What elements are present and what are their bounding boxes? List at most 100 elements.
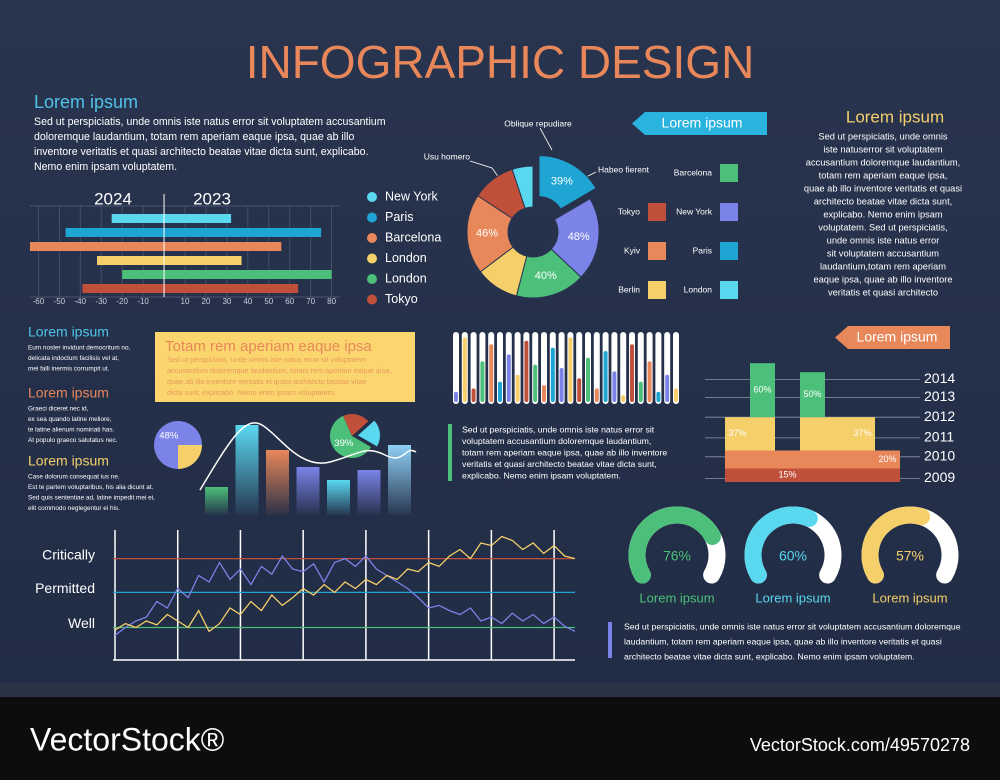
bar	[164, 214, 232, 223]
value-label: 15%	[778, 470, 796, 480]
gauge-caption: Lorem ipsum	[872, 590, 947, 605]
value-label: 39%	[334, 438, 354, 449]
brand: VectorStock®	[30, 721, 225, 757]
heading: Lorem ipsum	[28, 385, 109, 401]
tag-shape	[835, 326, 950, 349]
bar-segment	[850, 450, 875, 469]
paragraph-line: explicabo. Nemo enim ipsam voluptatem.	[462, 470, 621, 480]
legend-label: Tokyo	[385, 292, 418, 306]
pie-slice	[538, 155, 597, 210]
paragraph-line: Sed ut perspiciatis, unde omnis	[818, 131, 948, 141]
heading: Lorem ipsum	[28, 453, 109, 469]
callout-line	[539, 127, 553, 151]
category-label: 2023	[193, 189, 231, 208]
progress-fill	[471, 388, 476, 402]
paragraph-line: mei falli inermis corrumpit ut.	[28, 366, 110, 373]
tag-label: Lorem ipsum	[857, 329, 938, 345]
bar	[164, 270, 332, 279]
x-tick-label: -20	[116, 297, 128, 306]
paragraph-line: te latine alienum nominati has.	[28, 427, 115, 434]
legend-marker	[367, 233, 377, 243]
value-label: 76%	[663, 548, 691, 564]
paragraph-line: quae ab illo inventore veritatis et quas…	[167, 377, 367, 386]
progress-track	[453, 332, 459, 404]
pie-slice	[343, 413, 369, 436]
paragraph-line: accusantium doloremque laudantium, totam…	[167, 366, 391, 375]
progress-fill	[559, 368, 564, 402]
accent-bar	[448, 424, 452, 481]
progress-fill	[674, 388, 678, 402]
x-tick-label: 70	[306, 297, 315, 306]
x-tick-label: 10	[181, 297, 190, 306]
bar	[164, 228, 322, 237]
legend-marker	[367, 253, 377, 264]
box-heading: Totam rem aperiam eaque ipsa	[165, 338, 372, 355]
progress-fill	[454, 391, 458, 402]
footer-url: VectorStock.com/49570278	[750, 735, 970, 755]
bar-segment	[800, 417, 825, 451]
y-tick-label: Permitted	[35, 580, 95, 596]
bar-segment	[725, 450, 750, 469]
progress-track	[673, 332, 679, 404]
bar-segment	[750, 417, 775, 451]
annotation: Oblique repudiare	[504, 118, 572, 128]
progress-track	[620, 332, 627, 404]
progress-fill	[542, 385, 546, 402]
progress-fill	[647, 361, 652, 402]
category-label: 2024	[94, 189, 132, 208]
progress-fill	[621, 395, 626, 402]
bar	[296, 467, 320, 515]
value-label: 40%	[535, 270, 557, 282]
bar-segment	[800, 450, 825, 469]
y-tick-label: 2009	[924, 469, 955, 485]
pie-slice	[178, 445, 202, 469]
y-tick-label: Critically	[42, 546, 95, 562]
value-label: 50%	[803, 389, 821, 399]
legend-marker	[367, 274, 377, 284]
bar-segment	[800, 468, 825, 482]
wave-line	[199, 422, 417, 491]
progress-fill	[524, 340, 529, 402]
legend-marker	[648, 281, 666, 299]
legend-marker	[720, 164, 738, 182]
bar	[388, 445, 411, 515]
value-label: 20%	[878, 454, 896, 464]
pie-slice	[330, 415, 372, 458]
y-tick-label: Well	[68, 615, 95, 631]
progress-track	[470, 332, 477, 404]
x-tick-label: -50	[54, 297, 66, 306]
paragraph-line: Sed quis sententiae ad, latine impedit m…	[28, 495, 155, 502]
gauge-fill	[861, 506, 931, 584]
paragraph-line: Sed ut perspiciatis, unde omnis iste nat…	[624, 621, 961, 631]
paragraph-line: veritatis et quasi architecto	[828, 287, 938, 297]
legend-label: Paris	[385, 210, 413, 224]
tag-label: Lorem ipsum	[662, 115, 743, 131]
x-tick-label: 50	[264, 297, 273, 306]
bar-segment	[725, 468, 750, 482]
bar	[164, 256, 242, 265]
gauge-fill	[744, 506, 818, 584]
gauge-fill	[628, 506, 721, 584]
tag-shape	[632, 112, 767, 135]
charts	[30, 155, 959, 661]
gauge-caption: Lorem ipsum	[755, 590, 830, 605]
annotation: Habeo fierent	[598, 164, 650, 174]
x-tick-label: 60	[285, 297, 294, 306]
footer	[0, 697, 1000, 780]
progress-track	[593, 332, 600, 404]
value-label: 39%	[551, 176, 573, 188]
paragraph-line: voluptatem accusantium doloremque laudan…	[462, 436, 651, 446]
legend-label: Barcelona	[674, 167, 713, 177]
bar	[111, 214, 165, 223]
data-line	[114, 554, 576, 636]
progress-fill	[638, 381, 643, 402]
paragraph-line: At populo graeco salutatus nec.	[28, 437, 118, 444]
bar-segment	[850, 468, 875, 482]
legend-label: Kyiv	[624, 245, 641, 255]
progress-track	[655, 332, 662, 404]
legend-marker	[367, 294, 377, 305]
paragraph-line: Sed ut perspiciatis, unde omnis iste nat…	[167, 355, 366, 364]
progress-fill	[506, 354, 511, 402]
legend-marker	[720, 203, 738, 221]
